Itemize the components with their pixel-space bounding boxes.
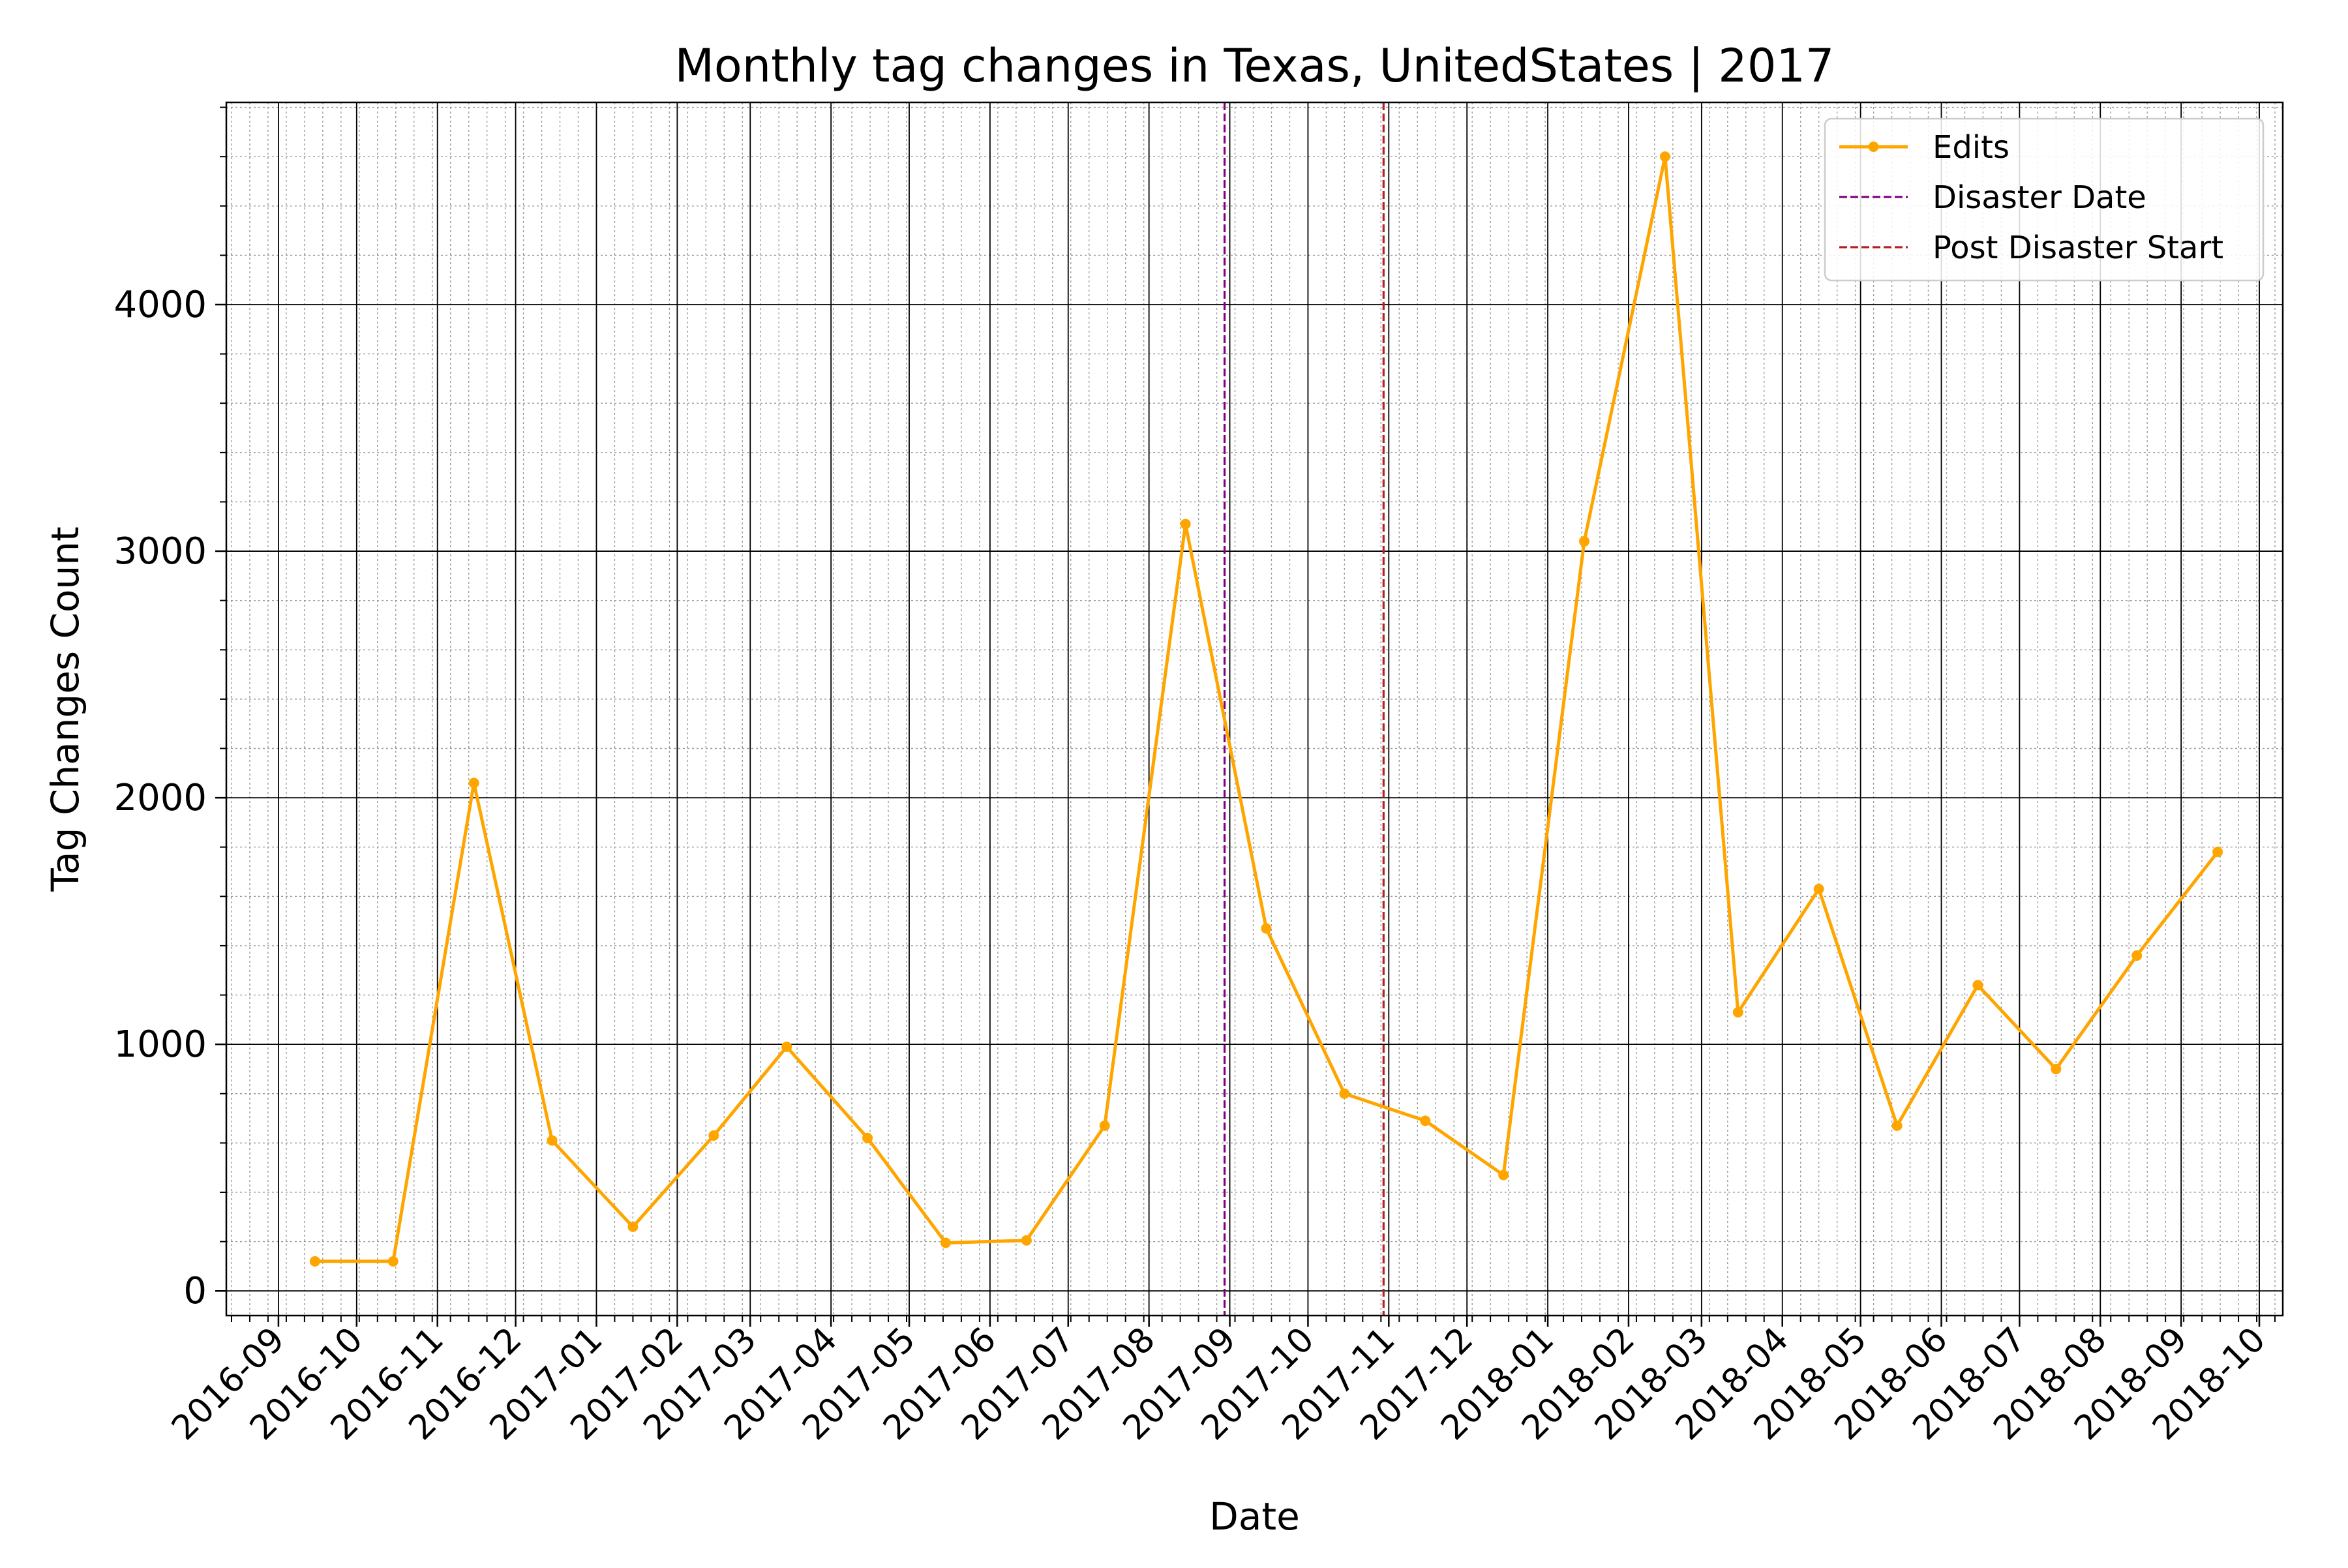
data-point [862,1132,873,1143]
y-tick-label: 0 [183,1270,207,1312]
data-point [387,1256,399,1267]
y-tick-label: 3000 [113,530,207,573]
data-point [468,777,479,789]
chart-title: Monthly tag changes in Texas, UnitedStat… [675,39,1835,93]
major-grid [226,102,2283,1316]
data-point [781,1041,792,1052]
y-tick-label: 1000 [113,1023,207,1066]
data-point [1339,1088,1350,1099]
data-point [309,1256,320,1267]
legend: Edits Disaster Date Post Disaster Start [1824,117,2265,282]
y-axis-label: Tag Changes Count [43,526,87,892]
data-point [1972,980,1983,991]
data-point [1021,1235,1032,1246]
x-axis-label: Date [1209,1494,1300,1539]
series-group [309,151,2223,1267]
data-point [1498,1169,1509,1181]
data-point [547,1135,558,1146]
data-point [1261,923,1272,934]
data-point [1420,1115,1431,1126]
axis-ticks [215,106,2276,1327]
y-tick-label: 2000 [113,777,207,819]
data-point [1579,535,1590,547]
legend-label: Edits [1933,129,2009,166]
legend-label: Post Disaster Start [1933,230,2223,266]
y-tick-labels: 0 1000 2000 3000 4000 [113,284,207,1312]
data-point [1659,151,1670,162]
data-point [1180,519,1191,530]
data-point [1813,883,1824,894]
y-tick-label: 4000 [113,284,207,326]
data-point [627,1221,639,1232]
data-point [708,1130,719,1141]
data-point [940,1237,951,1248]
data-point [1732,1007,1743,1018]
legend-marker-edits [1868,142,1879,152]
data-point [1099,1120,1110,1131]
data-point [2212,847,2223,858]
legend-label: Disaster Date [1933,179,2146,216]
data-point [2051,1063,2062,1074]
data-point [2131,950,2143,961]
vertical-reference-lines [1223,102,1385,1316]
data-point [1891,1120,1903,1131]
plot-frame [225,101,2284,1317]
legend-box [1824,117,2265,282]
